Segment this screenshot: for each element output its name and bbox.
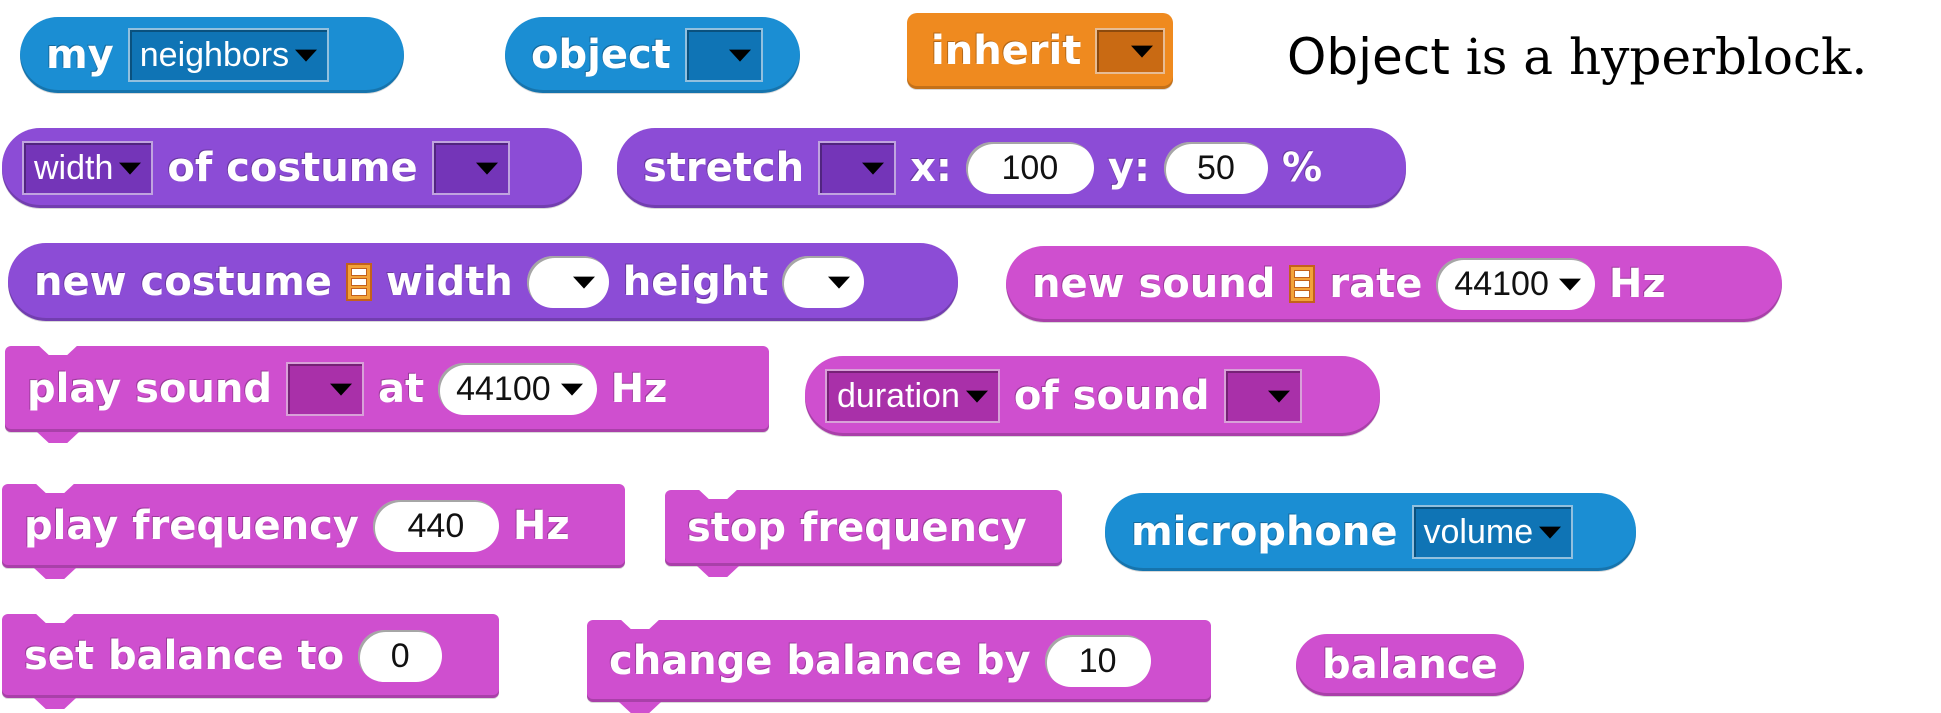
rate-label: rate [1329, 261, 1423, 307]
stretch-reporter-block[interactable]: stretch x: 100 y: 50 % [617, 128, 1406, 208]
chevron-down-icon [862, 162, 885, 175]
microphone-reporter-block[interactable]: microphone volume [1105, 493, 1636, 571]
slot-value: 44100 [456, 369, 551, 408]
chevron-down-icon [475, 162, 498, 175]
microphone-attribute-dropdown[interactable]: volume [1411, 505, 1574, 559]
sound-attribute-dropdown[interactable]: duration [825, 369, 1000, 423]
height-label: height [622, 259, 769, 305]
costume-attribute-dropdown[interactable]: width [22, 141, 154, 195]
percent-label: % [1281, 145, 1323, 191]
block-label: of sound [1013, 373, 1210, 419]
dropdown-value: neighbors [139, 35, 290, 74]
y-label: y: [1107, 145, 1150, 191]
object-reporter-block[interactable]: object [505, 17, 800, 93]
inherit-dropdown[interactable] [1095, 28, 1166, 74]
block-label: inherit [931, 28, 1082, 74]
at-label: at [377, 366, 425, 412]
block-label: new sound [1032, 261, 1276, 307]
balance-change-input[interactable]: 10 [1044, 635, 1151, 687]
attribute-of-sound-block[interactable]: duration of sound [805, 356, 1380, 436]
block-label: change balance by [609, 638, 1031, 684]
caption-emphasis: Object [1287, 28, 1450, 86]
caption-text: is a hyperblock. [1449, 28, 1868, 86]
block-label: new costume [34, 259, 332, 305]
unit-label: Hz [610, 366, 668, 412]
play-frequency-block[interactable]: play frequency 440 Hz [2, 484, 625, 568]
block-label: object [531, 32, 671, 78]
chevron-down-icon [1539, 526, 1562, 539]
chevron-down-icon [329, 383, 352, 396]
change-balance-block[interactable]: change balance by 10 [587, 620, 1211, 702]
unit-label: Hz [1608, 261, 1666, 307]
block-label: my [46, 32, 114, 78]
height-input[interactable] [782, 256, 865, 308]
chevron-down-icon [965, 390, 988, 403]
chevron-down-icon [1558, 278, 1581, 291]
block-label: balance [1322, 642, 1498, 688]
chevron-down-icon [828, 276, 851, 289]
set-balance-block[interactable]: set balance to 0 [2, 614, 499, 698]
block-label: play sound [27, 366, 272, 412]
block-label: set balance to [24, 633, 345, 679]
balance-reporter-block[interactable]: balance [1296, 634, 1524, 696]
object-dropdown[interactable] [684, 28, 763, 82]
sample-rate-input[interactable]: 44100 [438, 363, 597, 415]
sound-dropdown[interactable] [1223, 369, 1302, 423]
chevron-down-icon [295, 49, 318, 62]
chevron-down-icon [119, 162, 142, 175]
play-sound-at-block[interactable]: play sound at 44100 Hz [5, 346, 769, 432]
unit-label: Hz [512, 503, 570, 549]
x-input[interactable]: 100 [965, 142, 1094, 194]
dropdown-value: volume [1423, 512, 1534, 551]
list-icon[interactable] [345, 263, 372, 301]
block-label: stop frequency [687, 505, 1027, 551]
attribute-of-costume-block[interactable]: width of costume [2, 128, 582, 208]
width-input[interactable] [526, 256, 609, 308]
new-costume-block[interactable]: new costume width height [8, 243, 958, 321]
frequency-input[interactable]: 440 [372, 500, 499, 552]
block-label: microphone [1131, 509, 1398, 555]
width-label: width [385, 259, 513, 305]
costume-dropdown[interactable] [431, 141, 510, 195]
y-input[interactable]: 50 [1163, 142, 1268, 194]
inherit-command-block[interactable]: inherit [907, 13, 1173, 89]
costume-dropdown[interactable] [818, 141, 897, 195]
hyperblock-caption: Object is a hyperblock. [1287, 28, 1867, 86]
chevron-down-icon [572, 276, 595, 289]
sound-dropdown[interactable] [285, 362, 364, 416]
block-label: stretch [643, 145, 805, 191]
slot-value: 44100 [1454, 264, 1549, 303]
x-label: x: [910, 145, 952, 191]
attribute-dropdown[interactable]: neighbors [127, 28, 330, 82]
list-icon[interactable] [1289, 265, 1316, 303]
new-sound-block[interactable]: new sound rate 44100 Hz [1006, 246, 1782, 322]
block-label: of costume [167, 145, 418, 191]
balance-input[interactable]: 0 [358, 630, 443, 682]
chevron-down-icon [1267, 390, 1290, 403]
chevron-down-icon [1131, 45, 1154, 58]
sample-rate-input[interactable]: 44100 [1436, 258, 1595, 310]
dropdown-value: duration [837, 376, 960, 415]
block-label: play frequency [24, 503, 359, 549]
my-reporter-block[interactable]: my neighbors [20, 17, 404, 93]
stop-frequency-block[interactable]: stop frequency [665, 490, 1062, 566]
chevron-down-icon [560, 383, 583, 396]
dropdown-value: width [34, 148, 114, 187]
chevron-down-icon [728, 49, 751, 62]
